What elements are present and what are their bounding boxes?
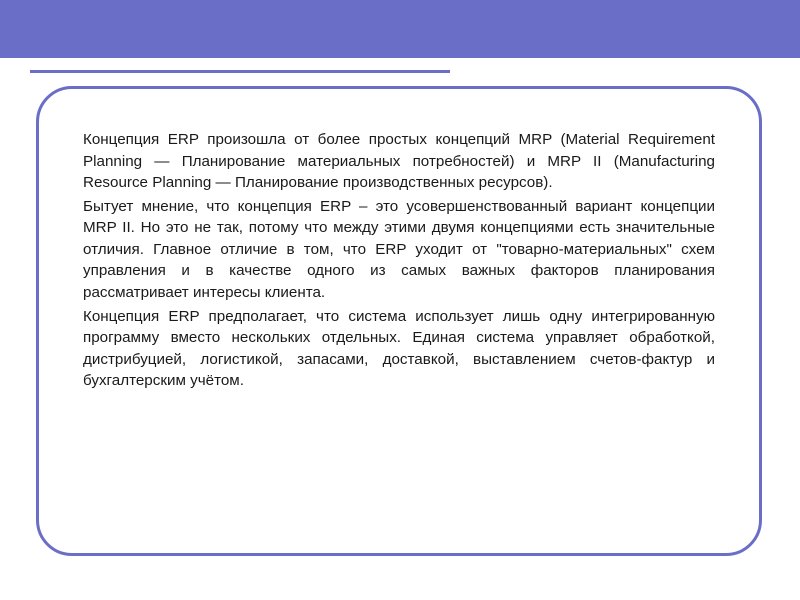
- paragraph-2: Бытует мнение, что концепция ERP – это у…: [83, 196, 715, 304]
- paragraph-1: Концепция ERP произошла от более простых…: [83, 129, 715, 194]
- header-bar: [0, 0, 800, 58]
- header-underline: [30, 70, 450, 73]
- content-card: Концепция ERP произошла от более простых…: [36, 86, 762, 556]
- paragraph-3: Концепция ERP предполагает, что система …: [83, 306, 715, 392]
